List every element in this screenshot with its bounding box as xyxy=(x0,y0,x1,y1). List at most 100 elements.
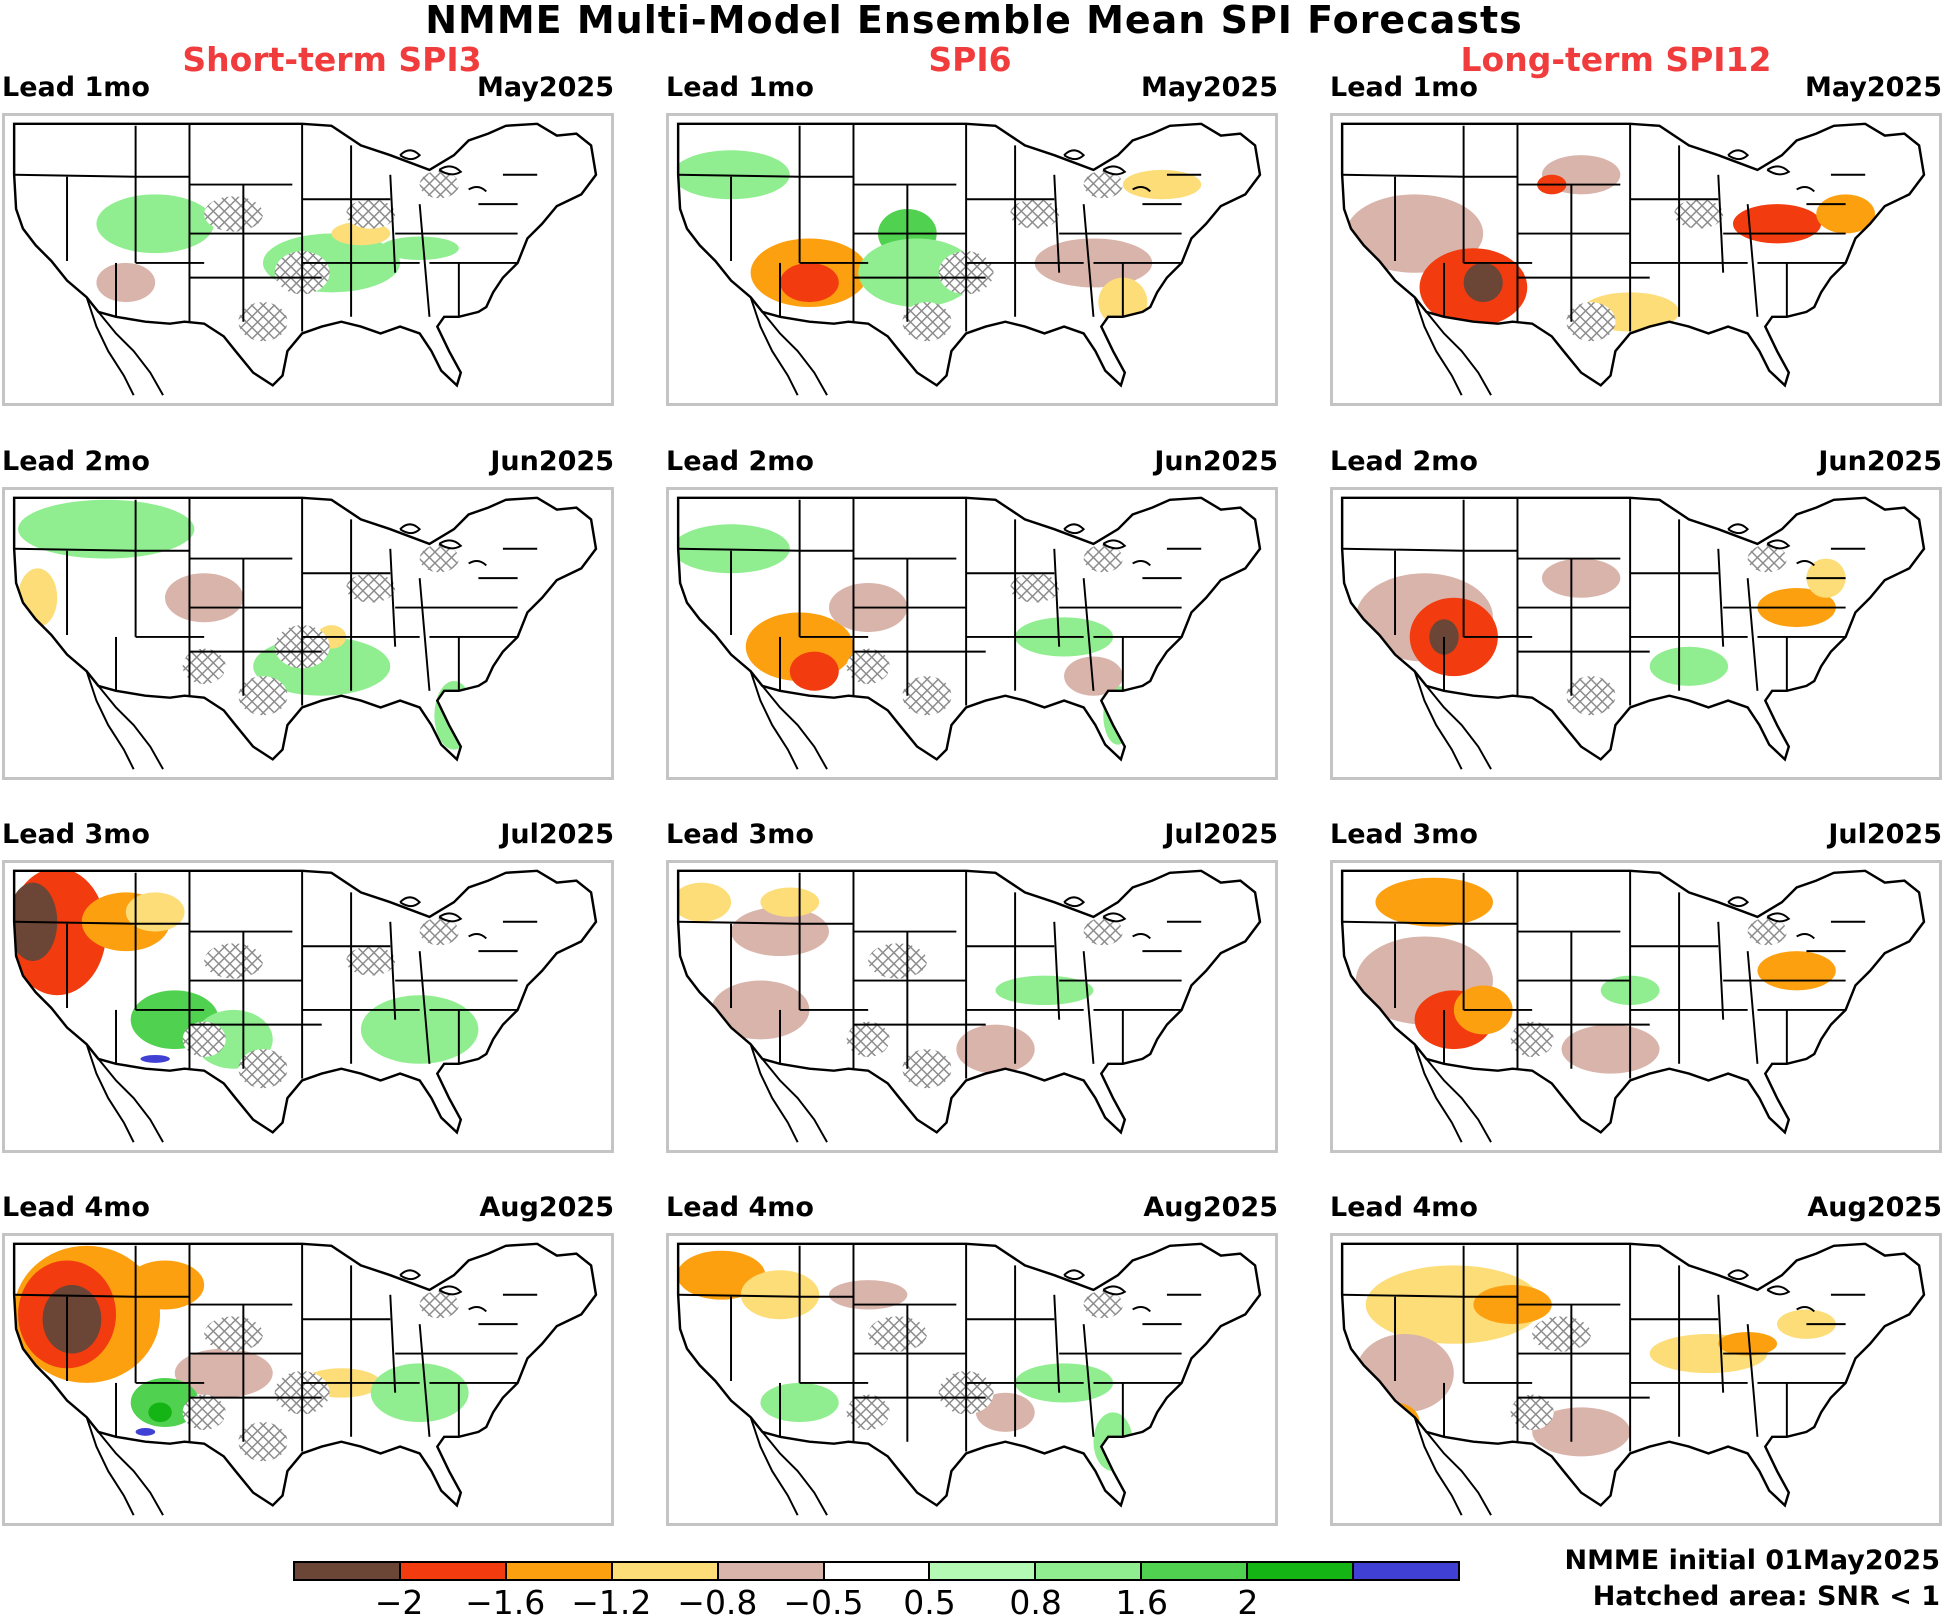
spi-anomaly-area xyxy=(1649,646,1729,686)
low-snr-hatch xyxy=(846,1394,890,1430)
low-snr-hatch xyxy=(846,1021,890,1057)
low-snr-hatch xyxy=(346,946,396,976)
lead-label: Lead 2mo xyxy=(2,446,150,477)
spi-anomaly-area xyxy=(828,1280,908,1310)
conus-outline xyxy=(1340,122,1926,388)
figure-title: NMME Multi-Model Ensemble Mean SPI Forec… xyxy=(425,0,1523,42)
low-snr-hatch xyxy=(846,648,890,684)
great-lakes xyxy=(1063,523,1151,567)
state-boundaries xyxy=(1342,1243,1866,1452)
spi-anomaly-area xyxy=(995,975,1094,1006)
footer-initial-date: NMME initial 01May2025 xyxy=(1564,1545,1940,1576)
spi-anomaly-area xyxy=(148,1402,172,1423)
spi-map-panel xyxy=(666,860,1278,1153)
mexico-coast xyxy=(1413,1416,1492,1516)
mexico-coast xyxy=(85,296,164,396)
state-boundaries xyxy=(678,123,1202,332)
spi-anomaly-area xyxy=(96,262,156,303)
target-month-label: Aug2025 xyxy=(1143,1192,1278,1223)
conus-outline xyxy=(676,496,1262,762)
spi-anomaly-area xyxy=(1375,877,1493,927)
spi-anomaly-area xyxy=(96,194,214,254)
mexico-coast xyxy=(749,1043,828,1143)
spi-map-panel xyxy=(2,487,614,780)
low-snr-hatch xyxy=(1010,573,1060,603)
lead-label: Lead 1mo xyxy=(2,72,150,103)
spi-anomaly-area xyxy=(780,262,839,303)
conus-outline xyxy=(676,1242,1262,1508)
great-lakes xyxy=(1727,896,1815,940)
spi-map-panel xyxy=(1330,487,1942,780)
low-snr-hatch xyxy=(1747,917,1787,946)
low-snr-hatch xyxy=(1510,1021,1554,1057)
low-snr-hatch xyxy=(238,302,288,342)
spi-anomaly-area xyxy=(370,1363,469,1423)
colorbar-tick-label: −1.2 xyxy=(571,1583,652,1622)
low-snr-hatch xyxy=(419,544,459,573)
colorbar-segment xyxy=(612,1563,719,1579)
state-boundaries xyxy=(1342,497,1866,706)
great-lakes xyxy=(1063,149,1151,193)
colorbar-segment xyxy=(930,1563,1037,1579)
low-snr-hatch xyxy=(1566,302,1616,342)
conus-outline xyxy=(1340,869,1926,1135)
state-boundaries xyxy=(678,497,1202,706)
low-snr-hatch xyxy=(1083,1290,1123,1319)
spi-anomaly-area xyxy=(360,995,479,1064)
spi-anomaly-area xyxy=(1532,1407,1631,1457)
low-snr-hatch xyxy=(419,917,459,946)
spi-map-panel xyxy=(1330,113,1942,406)
spi-anomaly-area xyxy=(1370,1402,1420,1442)
spi-anomaly-area xyxy=(1732,204,1822,244)
spi-map-panel xyxy=(2,860,614,1153)
conus-outline xyxy=(12,496,598,762)
lead-label: Lead 2mo xyxy=(666,446,814,477)
colorbar-segment xyxy=(295,1563,401,1579)
lead-label: Lead 3mo xyxy=(1330,819,1478,850)
colorbar-tick-label: −0.8 xyxy=(677,1583,758,1622)
spi-anomaly-area xyxy=(1122,169,1202,200)
state-boundaries xyxy=(14,497,538,706)
spi-anomaly-area xyxy=(1093,1412,1133,1472)
target-month-label: Jun2025 xyxy=(1154,446,1278,477)
lead-label: Lead 4mo xyxy=(2,1192,150,1223)
conus-outline xyxy=(12,122,598,388)
mexico-coast xyxy=(1413,296,1492,396)
great-lakes xyxy=(1063,896,1151,940)
spi-anomaly-area xyxy=(1429,619,1459,655)
great-lakes xyxy=(399,1269,487,1313)
spi-map-panel xyxy=(2,113,614,406)
colorbar-tick-label: 0.5 xyxy=(903,1583,956,1622)
spi-anomaly-area xyxy=(140,1054,170,1063)
conus-outline xyxy=(12,1242,598,1508)
column-title-2: Long-term SPI12 xyxy=(1460,40,1772,79)
colorbar-tick-label: 1.6 xyxy=(1115,1583,1168,1622)
mexico-coast xyxy=(1413,670,1492,770)
great-lakes xyxy=(399,523,487,567)
great-lakes xyxy=(1727,523,1815,567)
colorbar-segment xyxy=(824,1563,931,1579)
spi-anomaly-area xyxy=(956,1024,1035,1074)
spi-anomaly-area xyxy=(1463,262,1503,303)
spi-anomaly-area xyxy=(1473,1284,1552,1325)
great-lakes xyxy=(399,149,487,193)
colorbar-tick-label: −0.5 xyxy=(783,1583,864,1622)
state-boundaries xyxy=(1342,870,1866,1079)
great-lakes xyxy=(1063,1269,1151,1313)
spi-anomaly-area xyxy=(760,1382,839,1423)
low-snr-hatch xyxy=(1566,676,1616,716)
colorbar-segment xyxy=(400,1563,507,1579)
spi-anomaly-area xyxy=(125,892,185,932)
spi-anomaly-area xyxy=(760,887,820,917)
low-snr-hatch xyxy=(204,196,263,232)
spi-anomaly-area xyxy=(18,499,195,559)
colorbar-segment xyxy=(1142,1563,1249,1579)
target-month-label: Jul2025 xyxy=(500,819,614,850)
lead-label: Lead 1mo xyxy=(666,72,814,103)
target-month-label: May2025 xyxy=(1804,72,1942,103)
footer-hatch-note: Hatched area: SNR < 1 xyxy=(1592,1581,1940,1612)
target-month-label: May2025 xyxy=(476,72,614,103)
low-snr-hatch xyxy=(238,1049,288,1089)
spi-anomaly-area xyxy=(975,1392,1035,1432)
column-title-1: SPI6 xyxy=(928,40,1012,79)
